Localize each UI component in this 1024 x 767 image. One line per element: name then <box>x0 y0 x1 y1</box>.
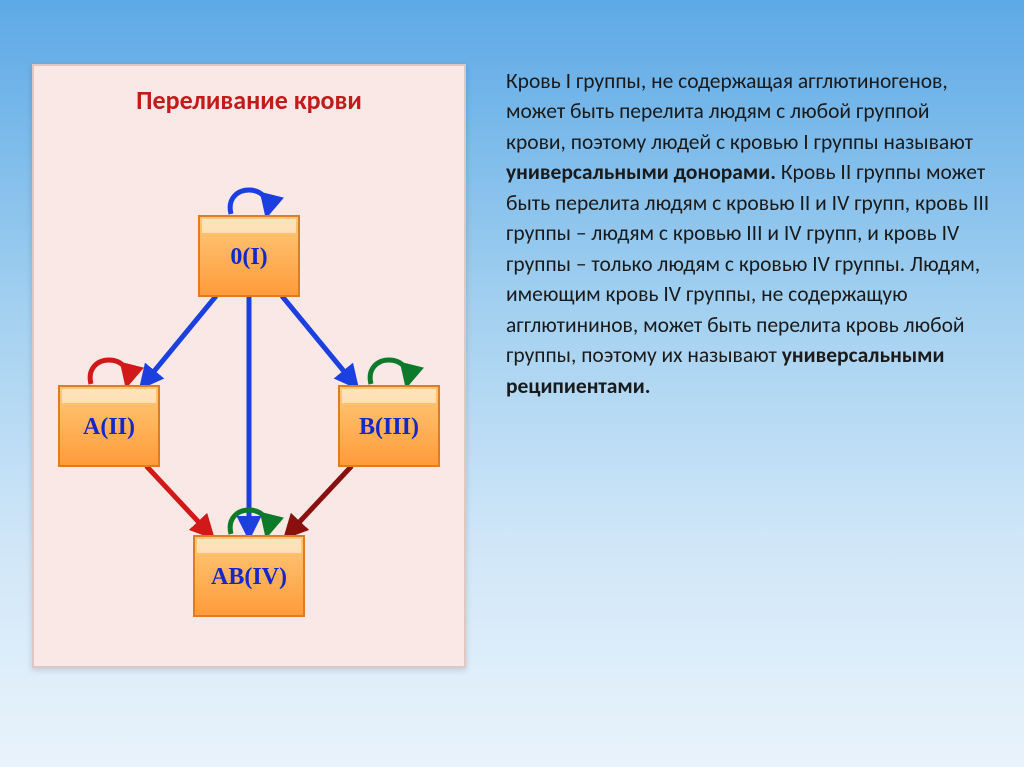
diagram-svg-wrap: 0(I) A(II) B(III) AB(IV) <box>34 126 464 646</box>
slide: Переливание крови 0(I)A(II)B(III)AB(IV) … <box>0 0 1024 767</box>
blood-transfusion-diagram: 0(I) A(II) B(III) AB(IV) <box>34 126 464 646</box>
explanation-paragraph: Кровь I группы, не содержащая агглютиног… <box>506 66 994 402</box>
text-segment: Кровь I группы, не содержащая агглютиног… <box>506 68 973 155</box>
text-column: Кровь I группы, не содержащая агглютиног… <box>490 0 1024 767</box>
diagram-panel: Переливание крови 0(I) A(II) B(III) AB(IV) <box>32 64 466 668</box>
node-label-A: A(II) <box>83 414 135 440</box>
node-label-AB: AB(IV) <box>211 564 287 590</box>
edge-B-AB <box>286 466 351 536</box>
edge-O-B <box>282 296 356 386</box>
bold-term-donors: универсальными донорами. <box>506 159 776 185</box>
diagram-column: Переливание крови 0(I) A(II) B(III) AB(IV) <box>0 0 490 767</box>
node-label-B: B(III) <box>359 414 419 440</box>
text-segment: Кровь II группы может быть перелита людя… <box>506 159 989 368</box>
self-loop-B <box>370 360 408 384</box>
edge-O-A <box>142 296 216 386</box>
self-loop-O <box>230 190 268 214</box>
diagram-title: Переливание крови <box>34 84 464 116</box>
self-loop-A <box>90 360 128 384</box>
node-label-O: 0(I) <box>230 244 267 270</box>
edge-A-AB <box>146 466 211 536</box>
